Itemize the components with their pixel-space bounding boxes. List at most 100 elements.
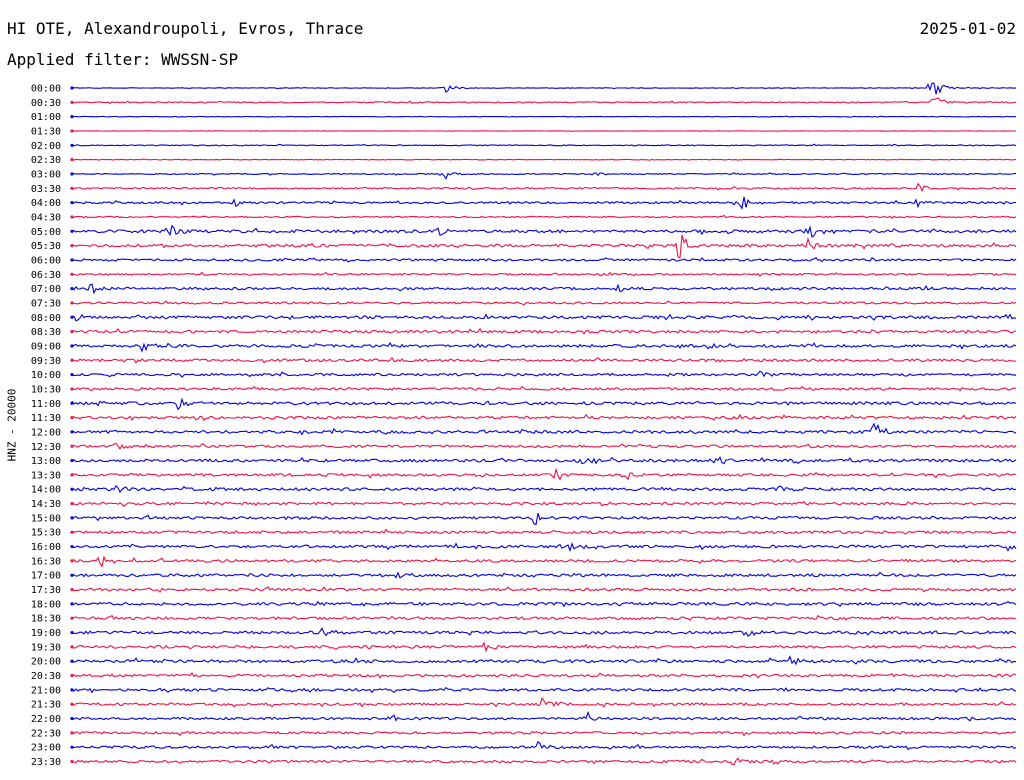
date-label: 2025-01-02 (919, 19, 1016, 38)
trace-row-0030 (71, 97, 1017, 105)
time-tick-label: 21:30 (31, 700, 61, 711)
trace-row-0830 (71, 327, 1017, 335)
time-tick-label: 12:00 (31, 427, 61, 438)
row-start-marker (70, 630, 74, 635)
trace-row-1330 (71, 467, 1017, 481)
trace-row-1200 (71, 422, 1017, 436)
row-start-marker (70, 330, 74, 334)
row-start-marker (70, 645, 74, 649)
trace-row-0300 (71, 172, 1017, 180)
trace-row-0700 (71, 283, 1016, 295)
time-tick-label: 01:30 (31, 126, 61, 137)
trace-row-0530 (71, 234, 1017, 259)
row-start-marker (70, 444, 74, 448)
row-start-marker (70, 229, 74, 233)
row-start-marker (70, 143, 74, 147)
row-start-marker (70, 373, 74, 377)
time-tick-label: 00:00 (31, 84, 61, 95)
trace-row-2300 (71, 740, 1017, 751)
time-tick-label: 01:00 (31, 112, 61, 123)
row-start-marker (70, 573, 74, 577)
time-tick-label: 23:30 (31, 757, 61, 768)
time-tick-label: 21:00 (31, 685, 61, 696)
row-start-marker (70, 358, 74, 362)
row-start-marker (70, 301, 74, 305)
time-tick-label: 15:30 (31, 528, 61, 539)
time-tick-label: 05:30 (31, 241, 61, 252)
row-start-marker (70, 516, 74, 520)
trace-row-2030 (71, 672, 1017, 679)
trace-row-0900 (71, 341, 1017, 353)
trace-row-0800 (71, 313, 1017, 322)
row-start-marker (70, 272, 74, 276)
row-start-marker (70, 129, 74, 133)
row-start-marker (70, 258, 74, 262)
station-title: HI OTE, Alexandroupoli, Evros, Thrace (7, 19, 364, 38)
time-tick-label: 13:30 (31, 470, 61, 481)
time-tick-label: 11:00 (31, 399, 61, 410)
time-tick-label: 05:00 (31, 227, 61, 238)
row-start-marker (70, 86, 74, 90)
time-tick-label: 03:30 (31, 184, 61, 195)
trace-row-1300 (71, 456, 1017, 465)
row-start-marker (70, 201, 74, 205)
row-start-marker (70, 544, 74, 549)
row-start-marker (70, 559, 74, 563)
time-tick-label: 09:00 (31, 341, 61, 352)
trace-row-0400 (71, 196, 1017, 210)
time-tick-label: 02:00 (31, 141, 61, 152)
trace-row-1100 (71, 397, 1017, 411)
trace-row-1900 (71, 627, 1017, 637)
seismic-traces (70, 82, 1017, 766)
time-tick-label: 22:30 (31, 728, 61, 739)
row-start-marker (70, 315, 74, 319)
time-tick-label: 06:00 (31, 255, 61, 266)
trace-row-2230 (71, 730, 1017, 737)
filter-label: Applied filter: WWSSN-SP (7, 50, 239, 69)
trace-row-1500 (71, 513, 1017, 526)
trace-row-1130 (71, 413, 1017, 422)
trace-row-1700 (72, 571, 1017, 579)
time-tick-label: 19:00 (31, 628, 61, 639)
trace-row-0630 (71, 271, 1017, 277)
time-tick-label: 16:00 (31, 542, 61, 553)
time-tick-label: 15:00 (31, 513, 61, 524)
row-start-marker (70, 415, 74, 420)
trace-row-1430 (71, 500, 1017, 507)
time-tick-label: 04:00 (31, 198, 61, 209)
time-tick-label: 20:30 (31, 671, 61, 682)
trace-row-0230 (71, 158, 1017, 161)
trace-row-1600 (71, 542, 1017, 553)
trace-row-0930 (71, 356, 1017, 364)
time-tick-label: 11:30 (31, 413, 61, 424)
trace-row-0200 (71, 143, 1017, 147)
time-tick-label: 09:30 (31, 356, 61, 367)
row-start-marker (70, 530, 74, 534)
row-start-marker (70, 158, 74, 162)
time-tick-label: 17:30 (31, 585, 61, 596)
time-tick-label: 08:30 (31, 327, 61, 338)
trace-row-1030 (71, 385, 1017, 392)
time-tick-label: 06:30 (31, 270, 61, 281)
row-start-marker (70, 745, 74, 749)
row-start-marker (70, 487, 74, 491)
trace-row-0130 (71, 130, 1017, 132)
row-start-marker (70, 244, 74, 248)
row-start-marker (70, 602, 74, 606)
trace-row-0100 (71, 115, 1017, 118)
row-start-marker (70, 186, 74, 190)
time-tick-label: 16:30 (31, 556, 61, 567)
time-axis-labels: 00:00 00:30 01:00 01:30 02:00 02:30 03:00 03:30… (31, 84, 61, 769)
trace-row-0730 (71, 300, 1017, 306)
row-start-marker (70, 473, 74, 477)
time-tick-label: 07:30 (31, 298, 61, 309)
trace-row-1830 (71, 614, 1017, 622)
row-start-marker (70, 702, 74, 706)
trace-row-2100 (71, 686, 1017, 694)
time-tick-label: 18:30 (31, 614, 61, 625)
row-start-marker (70, 659, 74, 663)
time-tick-label: 13:00 (31, 456, 61, 467)
trace-row-0330 (71, 182, 1017, 193)
time-tick-label: 18:00 (31, 599, 61, 610)
trace-row-2200 (71, 711, 1017, 722)
